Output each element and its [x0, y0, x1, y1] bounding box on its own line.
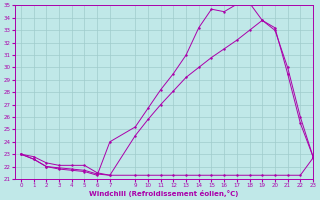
X-axis label: Windchill (Refroidissement éolien,°C): Windchill (Refroidissement éolien,°C) — [89, 190, 238, 197]
